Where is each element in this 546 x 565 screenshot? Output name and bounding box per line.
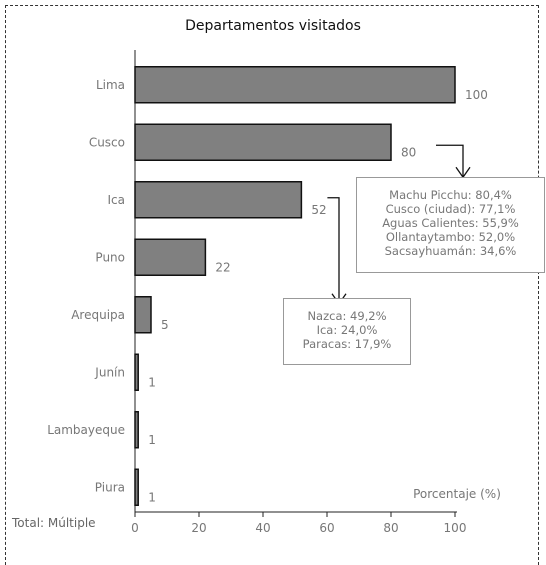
x-axis-label: Porcentaje (%) xyxy=(413,487,501,501)
x-tick-label-1: 20 xyxy=(191,521,206,535)
chart-title: Departamentos visitados xyxy=(185,18,361,34)
x-tick-label-3: 60 xyxy=(319,521,334,535)
total-multiple-label: Total: Múltiple xyxy=(12,516,96,530)
category-label-7: Piura xyxy=(95,480,125,494)
x-tick-label-5: 100 xyxy=(444,521,467,535)
bar-0 xyxy=(134,66,456,104)
connector-cusco xyxy=(436,144,464,178)
value-label-5: 1 xyxy=(148,375,156,389)
bar-3 xyxy=(134,238,207,276)
bar-2 xyxy=(134,181,303,219)
category-labels: Lima Cusco Ica Puno Arequipa Junín Lambayeque P… xyxy=(47,78,125,495)
x-tick-labels: 0 20 40 60 80 100 xyxy=(131,512,466,535)
annotation-box-cusco: Machu Picchu: 80,4% Cusco (ciudad): 77,1%… xyxy=(356,177,545,273)
annotation-line-0-1: Cusco (ciudad): 77,1% xyxy=(385,202,516,216)
value-label-3: 22 xyxy=(215,260,230,274)
value-labels: 100 80 52 22 5 1 1 1 xyxy=(148,88,488,505)
value-label-6: 1 xyxy=(148,433,156,447)
annotation-line-0-0: Machu Picchu: 80,4% xyxy=(389,188,512,202)
annotation-line-0-2: Aguas Calientes: 55,9% xyxy=(382,216,519,230)
chart-frame xyxy=(5,5,539,565)
chart-axes xyxy=(134,50,457,513)
value-label-0: 100 xyxy=(465,88,488,102)
annotation-line-1-2: Paracas: 17,9% xyxy=(302,337,392,351)
bar-7 xyxy=(134,468,139,506)
category-label-6: Lambayeque xyxy=(47,423,125,437)
x-tick-label-4: 80 xyxy=(383,521,398,535)
annotation-line-0-3: Ollantaytambo: 52,0% xyxy=(385,230,516,244)
annotation-line-1-0: Nazca: 49,2% xyxy=(307,309,387,323)
bar-chart: Lima Cusco Ica Puno Arequipa Junín Lambayeque P… xyxy=(47,50,501,535)
bar-1 xyxy=(134,123,392,161)
annotation-box-ica: Nazca: 49,2% Ica: 24,0% Paracas: 17,9% xyxy=(283,298,411,365)
category-label-1: Cusco xyxy=(89,135,125,149)
value-label-4: 5 xyxy=(161,318,169,332)
category-label-0: Lima xyxy=(96,78,125,92)
value-label-7: 1 xyxy=(148,490,156,504)
category-label-5: Junín xyxy=(94,365,125,379)
bar-4 xyxy=(134,296,152,334)
category-label-2: Ica xyxy=(108,193,126,207)
annotation-line-0-4: Sacsayhuamán: 34,6% xyxy=(384,244,517,258)
bar-6 xyxy=(134,411,139,449)
x-tick-label-0: 0 xyxy=(131,521,139,535)
category-label-3: Puno xyxy=(95,250,125,264)
connector-ica xyxy=(327,197,340,304)
bar-5 xyxy=(134,353,139,391)
bars xyxy=(134,66,456,506)
category-label-4: Arequipa xyxy=(71,308,125,322)
value-label-2: 52 xyxy=(311,203,326,217)
x-tick-label-2: 40 xyxy=(255,521,270,535)
annotation-line-1-1: Ica: 24,0% xyxy=(316,323,378,337)
value-label-1: 80 xyxy=(401,145,416,159)
